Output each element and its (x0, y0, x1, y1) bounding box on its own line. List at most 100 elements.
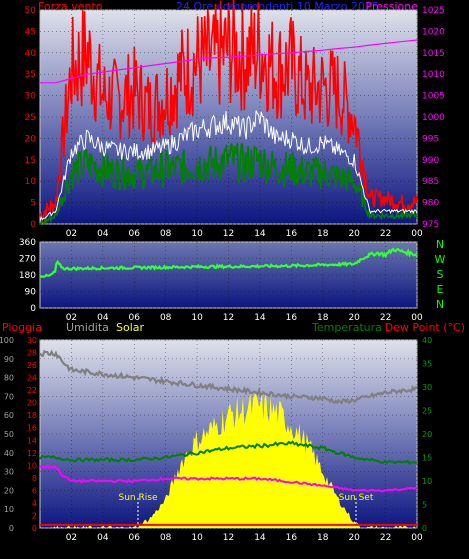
pressure-ytick: 980 (422, 199, 439, 209)
pressure-ytick: 985 (422, 177, 439, 187)
wind-ytick: 50 (25, 6, 37, 16)
left-title: Forza vento (38, 0, 103, 13)
wind-ytick: 25 (25, 113, 36, 123)
wind-green-series (39, 142, 418, 226)
wind-average-series (39, 110, 418, 222)
humidity-ytick: 50 (4, 430, 14, 439)
rain-ytick: 6 (32, 486, 37, 495)
climate-xtick: 18 (317, 533, 329, 543)
rain-ytick: 2 (32, 511, 37, 520)
wind-xtick: 22 (380, 229, 391, 239)
temperature-ytick: 15 (422, 454, 432, 463)
humidity-ytick: 0 (9, 524, 14, 533)
pressure-ytick: 1025 (422, 6, 445, 16)
rain-ytick: 10 (27, 461, 37, 470)
rain-ytick: 0 (32, 524, 37, 533)
temperature-series (39, 440, 418, 465)
gust-series (39, 0, 418, 221)
chart-title: 24 Ore comprendenti 10 Marzo 2025 (176, 0, 379, 13)
climate-xtick: 08 (160, 533, 172, 543)
compass-label: N (436, 238, 444, 251)
direction-xtick: 22 (380, 313, 391, 323)
pressure-series (40, 39, 418, 84)
rain-ytick: 16 (27, 424, 37, 433)
direction-xtick: 16 (286, 313, 298, 323)
climate-xtick: 04 (97, 533, 109, 543)
wind-ytick: 5 (30, 199, 36, 209)
wind-xtick: 12 (223, 229, 234, 239)
rain-ytick: 18 (27, 411, 37, 420)
solar-area (40, 391, 417, 528)
direction-ytick: 90 (25, 288, 37, 298)
solar-label: Solar (116, 321, 145, 334)
humidity-ytick: 40 (4, 449, 14, 458)
temperature-ytick: 20 (422, 430, 432, 439)
temperature-ytick: 10 (422, 477, 432, 486)
wind-ytick: 45 (25, 27, 36, 37)
climate-xtick: 14 (254, 533, 266, 543)
humidity-ytick: 70 (4, 392, 14, 401)
wind-xtick: 16 (286, 229, 298, 239)
climate-xtick: 00 (411, 533, 423, 543)
sunset-label: Sun Set (339, 493, 374, 503)
rain-ytick: 4 (32, 499, 37, 508)
rain-ytick: 30 (27, 336, 37, 345)
humidity-label: Umidita (66, 321, 109, 334)
rain-ytick: 26 (27, 361, 37, 370)
rain-ytick: 22 (27, 386, 37, 395)
rain-ytick: 12 (27, 449, 37, 458)
direction-series (39, 247, 418, 278)
humidity-ytick: 30 (4, 468, 14, 477)
wind-ytick: 10 (25, 177, 37, 187)
wind-xtick: 08 (160, 229, 172, 239)
direction-xtick: 06 (129, 313, 141, 323)
climate-xtick: 12 (223, 533, 234, 543)
temperature-ytick: 5 (422, 501, 427, 510)
temperature-ytick: 25 (422, 407, 432, 416)
temperature-ytick: 0 (422, 524, 427, 533)
dewpoint-label: Dew Point (°C) (385, 321, 465, 334)
climate-xtick: 02 (66, 533, 77, 543)
humidity-ytick: 20 (4, 486, 14, 495)
wind-ytick: 15 (25, 156, 36, 166)
wind-xtick: 06 (129, 229, 141, 239)
wind-xtick: 20 (348, 229, 360, 239)
compass-label: S (437, 268, 444, 281)
direction-xtick: 04 (97, 313, 109, 323)
right-title: Pressione (366, 0, 419, 13)
climate-xtick: 20 (348, 533, 360, 543)
wind-xtick: 14 (254, 229, 266, 239)
wind-xtick: 00 (411, 229, 423, 239)
direction-ytick: 180 (19, 271, 36, 281)
wind-ytick: 35 (25, 70, 36, 80)
rain-label: Pioggia (2, 321, 42, 334)
climate-xtick: 06 (129, 533, 141, 543)
compass-label: W (435, 253, 446, 266)
direction-xtick: 00 (411, 313, 423, 323)
direction-xtick: 10 (191, 313, 203, 323)
rain-ytick: 14 (27, 436, 37, 445)
pressure-ytick: 975 (422, 220, 439, 230)
temperature-ytick: 35 (422, 360, 432, 369)
direction-xtick: 14 (254, 313, 266, 323)
sunrise-label: Sun Rise (119, 493, 158, 503)
climate-xtick: 22 (380, 533, 391, 543)
temperature-label: Temperatura (311, 321, 382, 334)
climate-xtick: 16 (286, 533, 298, 543)
pressure-ytick: 1005 (422, 92, 445, 102)
pressure-ytick: 1020 (422, 27, 445, 37)
rain-ytick: 28 (27, 349, 37, 358)
direction-ytick: 0 (30, 304, 36, 314)
wind-ytick: 30 (25, 92, 37, 102)
direction-ytick: 270 (19, 255, 36, 265)
humidity-ytick: 80 (4, 374, 14, 383)
wind-xtick: 02 (66, 229, 77, 239)
dewpoint-series (39, 464, 418, 493)
rain-ytick: 8 (32, 474, 37, 483)
pressure-ytick: 1015 (422, 49, 445, 59)
pressure-ytick: 990 (422, 156, 439, 166)
wind-ytick: 40 (25, 49, 37, 59)
temperature-ytick: 30 (422, 383, 432, 392)
